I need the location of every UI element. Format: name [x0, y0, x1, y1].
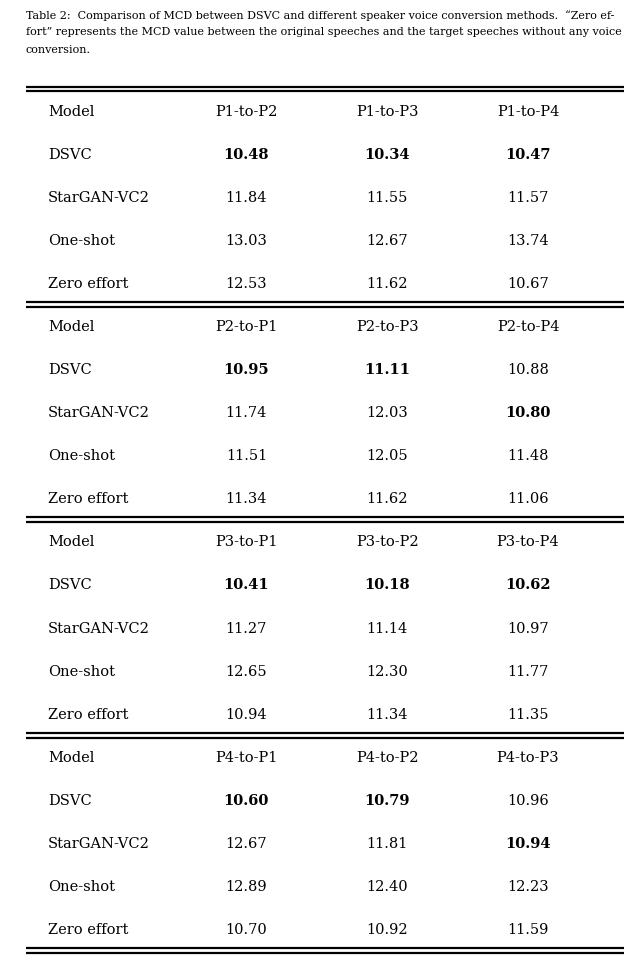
Text: One-shot: One-shot	[48, 234, 115, 247]
Text: Model: Model	[48, 750, 94, 764]
Text: 10.94: 10.94	[225, 707, 268, 721]
Text: P4-to-P2: P4-to-P2	[356, 750, 419, 764]
Text: 11.14: 11.14	[367, 621, 408, 635]
Text: 12.40: 12.40	[366, 879, 408, 893]
Text: 10.34: 10.34	[364, 148, 410, 161]
Text: 11.62: 11.62	[367, 277, 408, 290]
Text: 10.41: 10.41	[223, 578, 269, 592]
Text: DSVC: DSVC	[48, 793, 92, 807]
Text: 12.89: 12.89	[225, 879, 268, 893]
Text: P2-to-P4: P2-to-P4	[497, 320, 559, 333]
Text: 10.67: 10.67	[507, 277, 549, 290]
Text: 10.88: 10.88	[507, 363, 549, 377]
Text: StarGAN-VC2: StarGAN-VC2	[48, 621, 150, 635]
Text: 11.06: 11.06	[507, 492, 549, 506]
Text: 11.35: 11.35	[508, 707, 548, 721]
Text: Zero effort: Zero effort	[48, 922, 129, 936]
Text: 11.74: 11.74	[226, 406, 267, 420]
Text: 10.96: 10.96	[507, 793, 549, 807]
Text: 10.47: 10.47	[505, 148, 551, 161]
Text: 11.27: 11.27	[226, 621, 267, 635]
Text: 11.59: 11.59	[508, 922, 548, 936]
Text: 12.30: 12.30	[366, 664, 408, 678]
Text: 10.70: 10.70	[225, 922, 268, 936]
Text: 10.97: 10.97	[507, 621, 549, 635]
Text: StarGAN-VC2: StarGAN-VC2	[48, 191, 150, 204]
Text: One-shot: One-shot	[48, 449, 115, 463]
Text: One-shot: One-shot	[48, 664, 115, 678]
Text: P2-to-P1: P2-to-P1	[215, 320, 278, 333]
Text: 12.67: 12.67	[366, 234, 408, 247]
Text: StarGAN-VC2: StarGAN-VC2	[48, 836, 150, 850]
Text: conversion.: conversion.	[26, 45, 91, 55]
Text: 12.03: 12.03	[366, 406, 408, 420]
Text: Model: Model	[48, 535, 94, 549]
Text: 11.57: 11.57	[508, 191, 548, 204]
Text: 12.53: 12.53	[225, 277, 268, 290]
Text: 13.74: 13.74	[507, 234, 549, 247]
Text: P1-to-P4: P1-to-P4	[497, 105, 559, 118]
Text: 10.80: 10.80	[506, 406, 550, 420]
Text: P4-to-P3: P4-to-P3	[497, 750, 559, 764]
Text: 12.67: 12.67	[225, 836, 268, 850]
Text: 10.92: 10.92	[366, 922, 408, 936]
Text: 12.23: 12.23	[507, 879, 549, 893]
Text: 11.48: 11.48	[508, 449, 548, 463]
Text: DSVC: DSVC	[48, 363, 92, 377]
Text: One-shot: One-shot	[48, 879, 115, 893]
Text: Zero effort: Zero effort	[48, 277, 129, 290]
Text: DSVC: DSVC	[48, 148, 92, 161]
Text: 10.18: 10.18	[364, 578, 410, 592]
Text: 10.79: 10.79	[364, 793, 410, 807]
Text: P1-to-P2: P1-to-P2	[215, 105, 278, 118]
Text: 10.62: 10.62	[505, 578, 551, 592]
Text: Model: Model	[48, 320, 94, 333]
Text: 12.05: 12.05	[366, 449, 408, 463]
Text: P3-to-P2: P3-to-P2	[356, 535, 419, 549]
Text: 11.11: 11.11	[364, 363, 410, 377]
Text: StarGAN-VC2: StarGAN-VC2	[48, 406, 150, 420]
Text: 12.65: 12.65	[225, 664, 268, 678]
Text: 11.34: 11.34	[226, 492, 267, 506]
Text: 11.34: 11.34	[367, 707, 408, 721]
Text: P1-to-P3: P1-to-P3	[356, 105, 419, 118]
Text: 11.77: 11.77	[508, 664, 548, 678]
Text: 11.55: 11.55	[367, 191, 408, 204]
Text: Zero effort: Zero effort	[48, 707, 129, 721]
Text: 11.51: 11.51	[226, 449, 267, 463]
Text: 11.62: 11.62	[367, 492, 408, 506]
Text: P3-to-P4: P3-to-P4	[497, 535, 559, 549]
Text: P3-to-P1: P3-to-P1	[215, 535, 278, 549]
Text: 13.03: 13.03	[225, 234, 268, 247]
Text: fort” represents the MCD value between the original speeches and the target spee: fort” represents the MCD value between t…	[26, 27, 621, 37]
Text: Table 2:  Comparison of MCD between DSVC and different speaker voice conversion : Table 2: Comparison of MCD between DSVC …	[26, 10, 614, 21]
Text: P4-to-P1: P4-to-P1	[215, 750, 278, 764]
Text: 11.81: 11.81	[367, 836, 408, 850]
Text: P2-to-P3: P2-to-P3	[356, 320, 419, 333]
Text: 11.84: 11.84	[226, 191, 267, 204]
Text: 10.95: 10.95	[223, 363, 269, 377]
Text: Model: Model	[48, 105, 94, 118]
Text: Zero effort: Zero effort	[48, 492, 129, 506]
Text: 10.94: 10.94	[505, 836, 551, 850]
Text: 10.48: 10.48	[223, 148, 269, 161]
Text: DSVC: DSVC	[48, 578, 92, 592]
Text: 10.60: 10.60	[224, 793, 269, 807]
